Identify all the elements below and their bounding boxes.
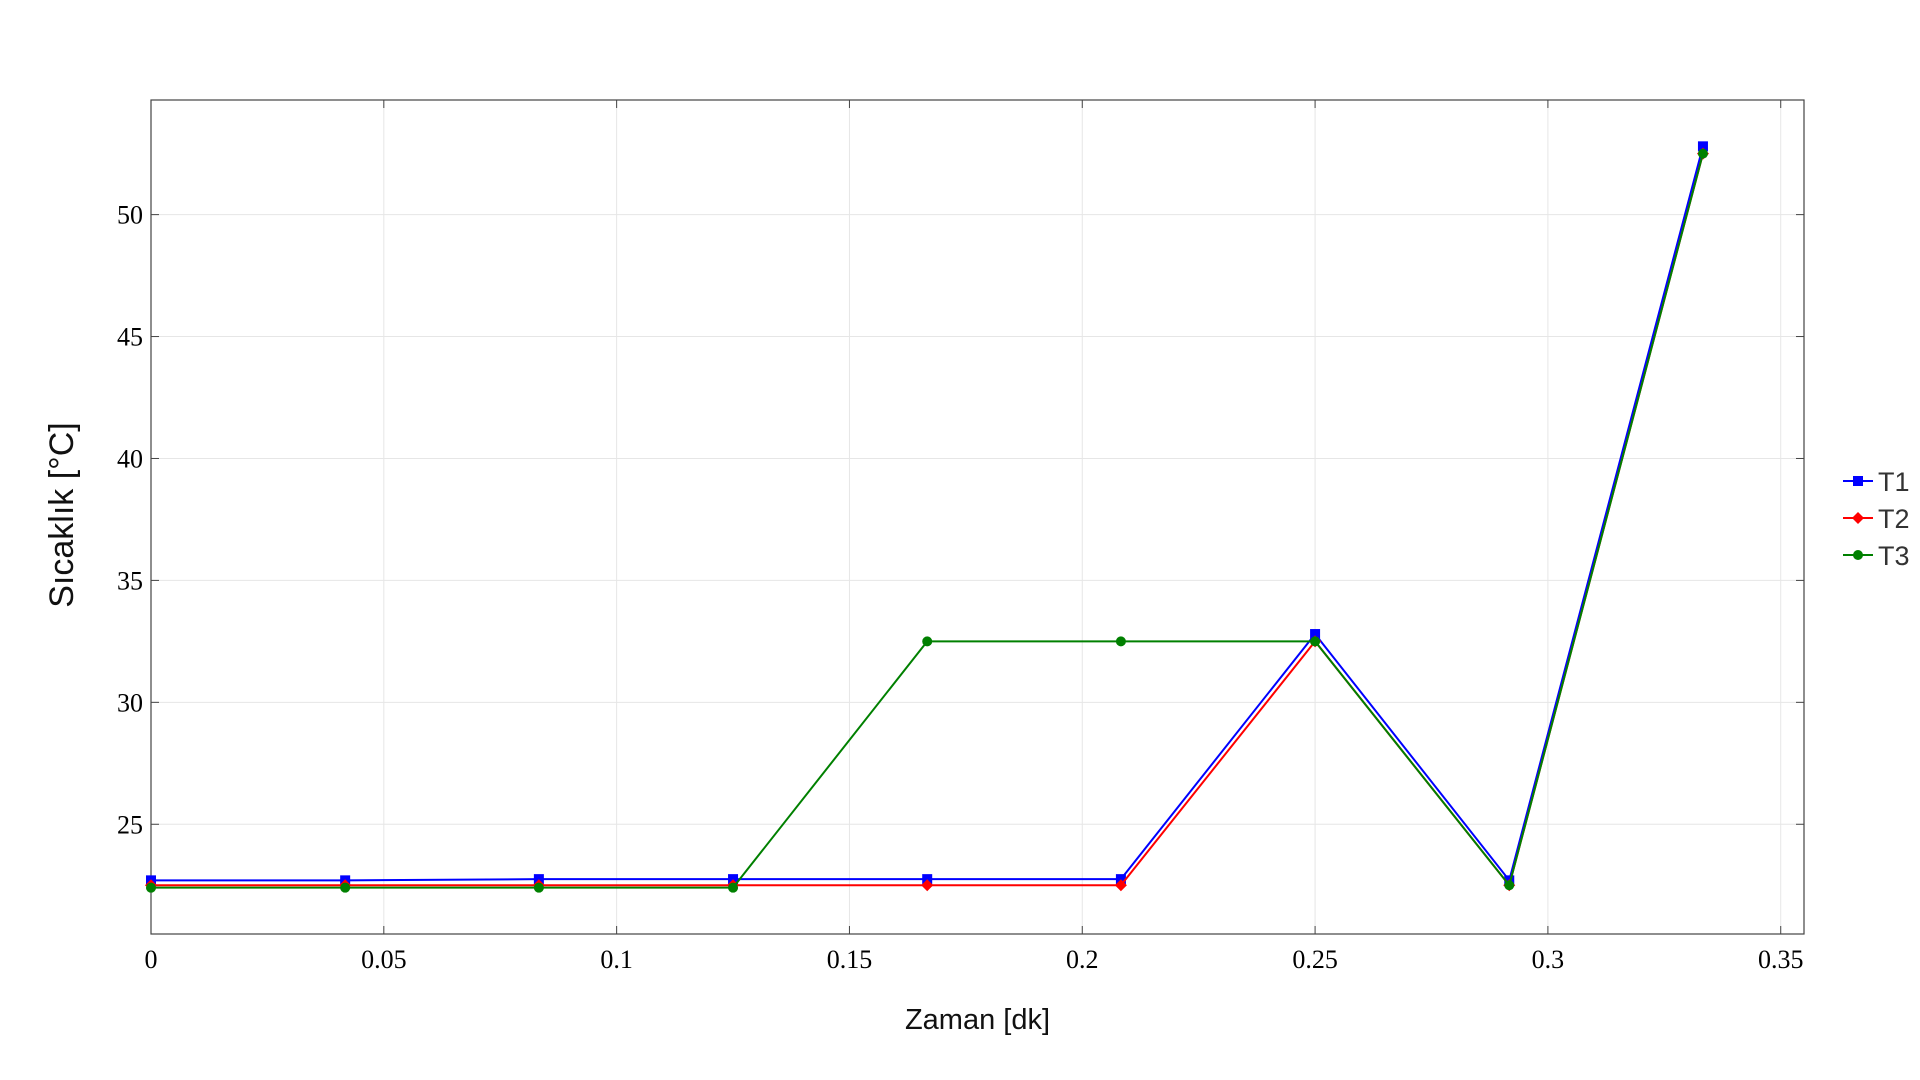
legend-label-t3: T3 xyxy=(1878,541,1910,571)
x-tick-label: 0.25 xyxy=(1292,945,1338,974)
series-t1 xyxy=(146,141,1708,886)
y-tick-label: 50 xyxy=(117,201,143,230)
data-point-t2 xyxy=(921,879,934,892)
x-tick-label: 0.1 xyxy=(600,945,633,974)
legend-item-t3: T3 xyxy=(1843,541,1910,571)
grid xyxy=(150,100,1804,934)
series-t3 xyxy=(146,148,1708,893)
data-point-t3 xyxy=(533,882,544,893)
y-tick-label: 40 xyxy=(117,444,143,473)
legend-label-t1: T1 xyxy=(1878,467,1910,497)
legend-item-t1: T1 xyxy=(1843,467,1910,497)
data-point-t3 xyxy=(922,636,933,647)
series-t2 xyxy=(145,147,1709,892)
x-tick-label: 0 xyxy=(145,945,158,974)
series-group xyxy=(145,141,1709,893)
data-point-t1 xyxy=(1115,874,1126,885)
legend-marker-t2 xyxy=(1852,512,1864,524)
x-tick-label: 0.3 xyxy=(1532,945,1565,974)
y-axis-ticks: 25 30 35 40 45 50 xyxy=(117,201,1804,839)
data-point-t1 xyxy=(1310,629,1321,640)
data-point-t3 xyxy=(1504,880,1515,891)
y-tick-label: 45 xyxy=(117,323,143,352)
plot-area-frame xyxy=(150,99,1805,935)
data-point-t1 xyxy=(1697,141,1708,152)
legend-marker-t3 xyxy=(1853,550,1863,560)
y-tick-label: 30 xyxy=(117,688,143,717)
x-tick-label: 0.15 xyxy=(827,945,873,974)
x-axis-ticks: 0 0.05 0.1 0.15 0.2 0.25 0.3 0.35 xyxy=(145,100,1804,974)
data-point-t3 xyxy=(1115,636,1126,647)
data-point-t3 xyxy=(146,882,156,893)
x-axis-title: Zaman [dk] xyxy=(905,1004,1050,1036)
x-tick-label: 0.05 xyxy=(361,945,407,974)
legend-label-t2: T2 xyxy=(1878,504,1910,534)
legend-item-t2: T2 xyxy=(1843,504,1910,534)
x-tick-label: 0.2 xyxy=(1066,945,1099,974)
y-axis-title: Sıcaklık [°C] xyxy=(43,422,81,608)
data-point-t3 xyxy=(340,882,351,893)
data-point-t3 xyxy=(1697,148,1708,159)
data-point-t1 xyxy=(533,874,544,885)
data-point-t1 xyxy=(728,874,739,885)
y-tick-label: 35 xyxy=(117,566,143,595)
legend-marker-t1 xyxy=(1853,476,1863,486)
data-point-t2 xyxy=(1114,879,1127,892)
legend: T1 T2 T3 xyxy=(1843,467,1910,571)
data-point-t1 xyxy=(922,874,933,885)
x-tick-label: 0.35 xyxy=(1758,945,1804,974)
data-point-t3 xyxy=(728,882,739,893)
data-point-t3 xyxy=(1310,636,1321,647)
y-tick-label: 25 xyxy=(117,810,143,839)
